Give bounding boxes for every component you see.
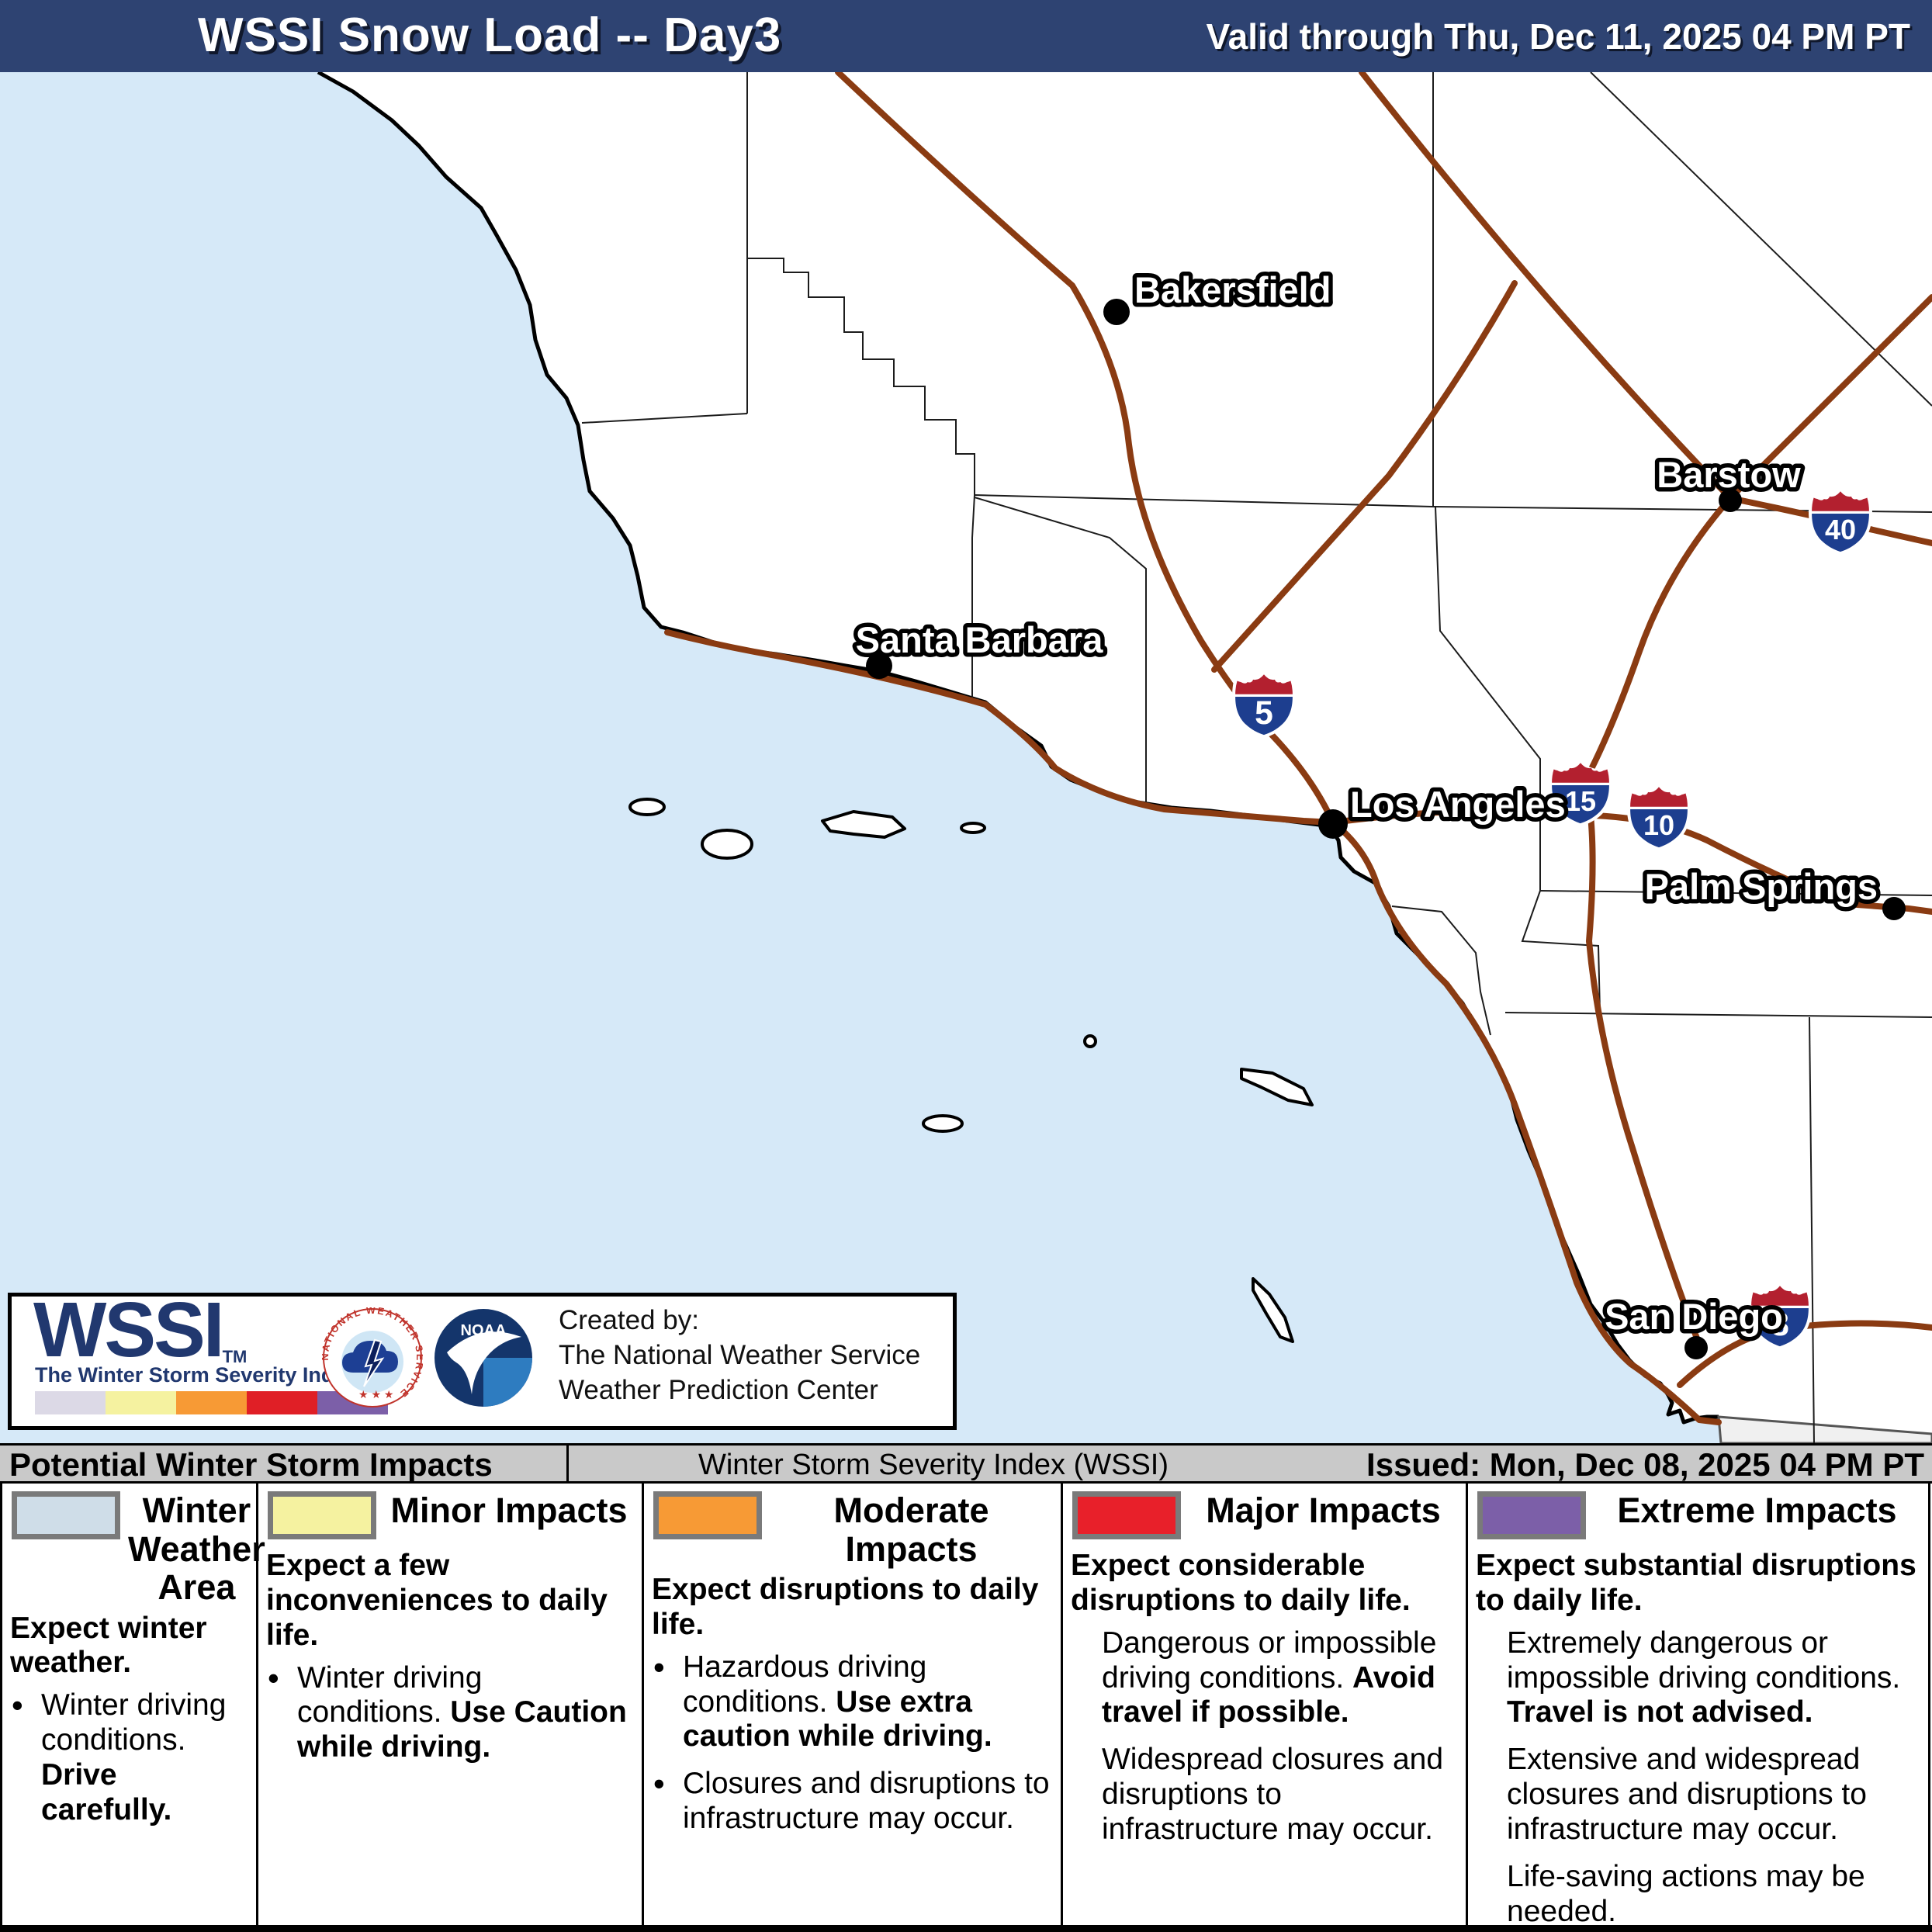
highway-us395 — [1359, 69, 1733, 501]
bullet-icon: • — [12, 1687, 23, 1724]
issued-label: Issued: Mon, Dec 08, 2025 04 PM PT — [1366, 1446, 1924, 1483]
interstate-shield-8: 8 — [1748, 1283, 1812, 1351]
credit-line-3: Weather Prediction Center — [559, 1375, 878, 1405]
wssi-logo-text: WSSITM — [33, 1286, 248, 1373]
wssi-logo-box: WSSITM The Winter Storm Severity Index N… — [8, 1286, 957, 1430]
legend-col-extreme: Extreme Impacts Expect substantial disru… — [1468, 1484, 1930, 1928]
header-bar: WSSI Snow Load -- Day3 Valid through Thu… — [0, 0, 1932, 72]
extreme-impacts-item: Extremely dangerous or impossible drivin… — [1507, 1626, 1901, 1729]
page-title: WSSI Snow Load -- Day3 — [198, 9, 782, 62]
city-label-barstow: Barstow — [1657, 454, 1801, 495]
moderate-impacts-item: • Closures and disruptions to infrastruct… — [653, 1765, 1050, 1836]
city-dot-los-angeles — [1318, 809, 1348, 839]
strip-major — [247, 1391, 317, 1414]
moderate-impacts-item: • Hazardous driving conditions. Use extra… — [653, 1648, 992, 1754]
credit-line-1: Created by: — [559, 1305, 699, 1335]
major-impacts-intro: Expect considerable disruptions to daily… — [1071, 1549, 1411, 1617]
minor-impacts-swatch — [268, 1491, 376, 1539]
legend-col-moderate: Moderate Impacts Expect disruptions to d… — [644, 1484, 1063, 1925]
legend-col-winter-weather: Winter Weather Area Expect winter weathe… — [0, 1484, 265, 1925]
svg-text:10: 10 — [1643, 809, 1674, 841]
major-impacts-title: Major Impacts — [1206, 1491, 1441, 1530]
interstate-shield-40: 40 — [1809, 489, 1872, 556]
svg-text:40: 40 — [1825, 514, 1856, 545]
strip-minor — [106, 1391, 176, 1414]
impacts-legend: Winter Weather Area Expect winter weathe… — [0, 1484, 1932, 1932]
extreme-impacts-swatch — [1477, 1491, 1586, 1539]
legend-col-major: Major Impacts Expect considerable disrup… — [1063, 1484, 1468, 1925]
wssi-tagline: The Winter Storm Severity Index — [35, 1363, 358, 1387]
city-label-los-angeles: Los Angeles — [1350, 784, 1566, 825]
mexico-land — [1717, 1415, 1932, 1445]
minor-impacts-item: • Winter driving conditions. Use Caution … — [268, 1659, 627, 1764]
bullet-icon: • — [653, 1648, 665, 1685]
major-impacts-item: Widespread closures and disruptions to i… — [1102, 1743, 1444, 1846]
highways — [664, 69, 1932, 1425]
legend-col-minor: Minor Impacts Expect a few inconvenience… — [258, 1484, 644, 1925]
svg-text:5: 5 — [1255, 694, 1273, 732]
map-area: 5 40 15 10 — [0, 69, 1932, 1445]
extreme-impacts-item: Extensive and widespread closures and di… — [1507, 1743, 1867, 1846]
major-impacts-swatch — [1072, 1491, 1181, 1539]
svg-text:8: 8 — [1771, 1306, 1789, 1343]
city-markers: Bakersfield Barstow Santa Barbara Los An… — [851, 265, 1906, 1359]
moderate-impacts-intro: Expect disruptions to daily life. — [652, 1573, 1039, 1641]
bullet-icon: • — [268, 1659, 279, 1696]
strip-moderate — [176, 1391, 247, 1414]
interstate-shield-15: 15 — [1549, 760, 1612, 828]
credit-text: Created by: The National Weather Service… — [559, 1303, 920, 1407]
status-bar-left-cell: Potential Winter Storm Impacts — [0, 1446, 569, 1483]
trademark-symbol: TM — [222, 1347, 248, 1366]
city-dot-barstow — [1719, 489, 1742, 512]
interstate-shield-10: 10 — [1627, 784, 1691, 852]
major-impacts-item: Dangerous or impossible driving conditio… — [1102, 1626, 1437, 1729]
extreme-impacts-intro: Expect substantial disruptions to daily … — [1476, 1549, 1916, 1617]
highway-us101 — [664, 629, 1336, 826]
winter-weather-intro: Expect winter weather. — [10, 1611, 207, 1680]
minor-impacts-intro: Expect a few inconveniences to daily lif… — [266, 1549, 608, 1652]
winter-weather-item: • Winter driving conditions. Drive carefu… — [12, 1687, 227, 1826]
highway-i5-south — [1330, 819, 1722, 1425]
channel-islands — [628, 798, 1314, 1343]
city-label-bakersfield: Bakersfield — [1134, 269, 1331, 310]
city-label-palm-springs: Palm Springs — [1645, 866, 1878, 907]
nws-logo-icon: NATIONAL WEATHER SERVICE ★ ★ ★ — [322, 1307, 423, 1407]
wssi-index-label: Winter Storm Severity Index (WSSI) — [698, 1449, 1169, 1481]
winter-weather-title: Winter Weather Area — [128, 1491, 265, 1607]
extreme-impacts-item: Life-saving actions may be needed. — [1507, 1859, 1865, 1928]
city-dot-bakersfield — [1103, 299, 1130, 325]
winter-weather-swatch — [12, 1491, 120, 1539]
impacts-title: Potential Winter Storm Impacts — [9, 1446, 493, 1483]
highway-i5-north — [835, 69, 1336, 826]
interstate-shield-5: 5 — [1232, 672, 1296, 739]
status-bar: Potential Winter Storm Impacts Winter St… — [0, 1443, 1932, 1484]
pacific-ocean — [0, 72, 1721, 1443]
city-label-santa-barbara: Santa Barbara — [856, 619, 1104, 660]
extreme-impacts-title: Extreme Impacts — [1617, 1491, 1897, 1530]
svg-text:15: 15 — [1565, 785, 1596, 817]
credit-line-2: The National Weather Service — [559, 1340, 921, 1370]
noaa-logo-icon: NOAA — [435, 1309, 532, 1407]
highway-i15 — [1581, 294, 1932, 1348]
city-label-san-diego: San Diego — [1605, 1296, 1783, 1337]
minor-impacts-title: Minor Impacts — [390, 1491, 628, 1530]
city-dot-san-diego — [1684, 1336, 1708, 1359]
svg-text:★ ★ ★: ★ ★ ★ — [358, 1388, 393, 1401]
socal-map: 5 40 15 10 — [0, 69, 1932, 1445]
highway-ca14 — [1211, 280, 1518, 673]
moderate-impacts-swatch — [653, 1491, 762, 1539]
city-dot-palm-springs — [1882, 897, 1906, 920]
svg-text:NOAA: NOAA — [461, 1322, 507, 1339]
valid-through-label: Valid through Thu, Dec 11, 2025 04 PM PT — [1206, 16, 1911, 57]
city-dot-santa-barbara — [866, 653, 892, 679]
moderate-impacts-title: Moderate Impacts — [833, 1491, 989, 1569]
bullet-icon: • — [653, 1765, 665, 1802]
strip-winter-weather — [35, 1391, 106, 1414]
